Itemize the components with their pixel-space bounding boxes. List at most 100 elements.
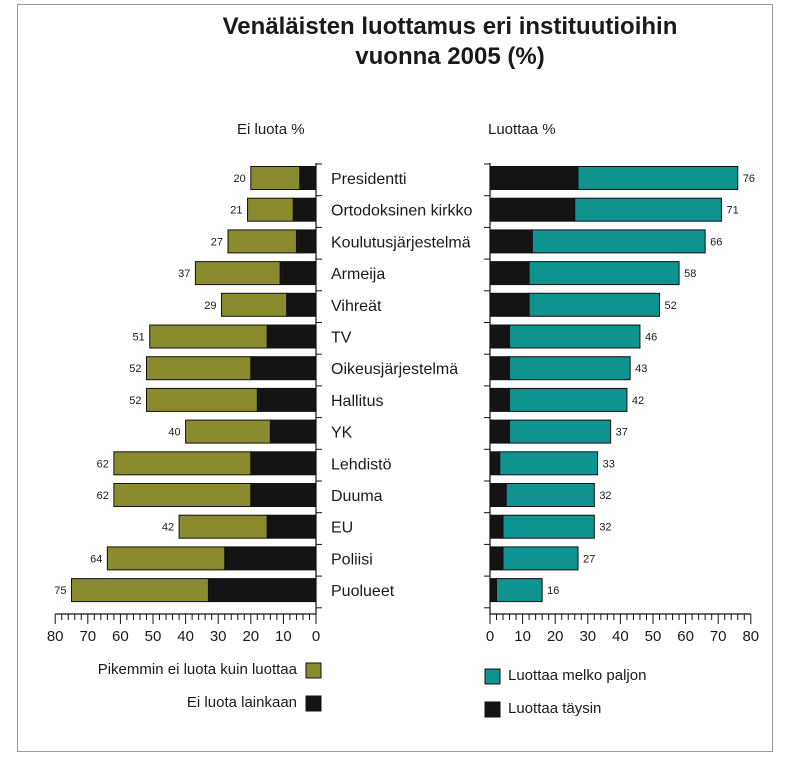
right-value-label-13: 16 [547, 585, 559, 597]
right-bar-dark-12 [489, 546, 504, 571]
right-bar-teal-5 [509, 324, 641, 349]
right-bar-dark-3 [489, 261, 530, 286]
left-bar-dark-8 [269, 419, 317, 444]
left-value-label-12: 64 [90, 553, 102, 565]
chart-title-line-1: Venäläisten luottamus eri instituutioihi… [223, 13, 678, 40]
left-axis-tick-label-1: 70 [79, 628, 96, 645]
left-axis-tick-label-7: 10 [275, 628, 292, 645]
left-bar-dark-2 [295, 229, 317, 254]
category-label-13: Puolueet [331, 583, 395, 600]
left-axis-tick-label-3: 50 [145, 628, 162, 645]
left-axis-tick-label-8: 0 [312, 628, 320, 645]
legend: Pikemmin ei luota kuin luottaa Ei luota l… [98, 661, 646, 718]
left-bar-olive-0 [250, 166, 301, 190]
right-value-label-8: 37 [616, 427, 628, 439]
left-bar-olive-4 [220, 292, 288, 317]
right-value-label-5: 46 [645, 332, 657, 344]
right-axis-tick-label-2: 20 [547, 628, 564, 645]
right-axis-tick-label-1: 10 [514, 628, 531, 645]
category-label-10: Duuma [331, 488, 383, 505]
left-bar-olive-2 [227, 229, 297, 254]
left-value-label-11: 42 [162, 522, 174, 534]
right-bar-teal-1 [574, 197, 722, 222]
right-axis-tick-label-4: 40 [612, 628, 629, 645]
right-panel-header: Luottaa % [488, 121, 556, 138]
right-bar-teal-0 [577, 166, 739, 190]
right-bar-teal-8 [509, 419, 612, 444]
category-label-8: YK [331, 425, 353, 442]
category-label-2: Koulutusjärjestelmä [331, 234, 471, 251]
legend-swatch-1 [305, 695, 322, 712]
right-bar-teal-9 [499, 451, 599, 476]
category-label-6: Oikeusjärjestelmä [331, 361, 458, 378]
left-bar-dark-9 [250, 451, 317, 476]
left-x-axis: 80 70 60 50 40 30 20 10 0 [47, 163, 322, 645]
left-bar-dark-0 [299, 166, 317, 190]
right-bar-teal-10 [505, 483, 595, 507]
category-label-0: Presidentti [331, 171, 407, 188]
category-label-11: EU [331, 520, 353, 537]
left-bar-dark-1 [292, 197, 317, 222]
category-labels: Presidentti Ortodoksinen kirkko Koulutusjä… [331, 171, 472, 600]
legend-label-0: Pikemmin ei luota kuin luottaa [98, 661, 298, 678]
right-bar-dark-4 [489, 292, 530, 317]
right-bar-dark-8 [489, 419, 511, 444]
right-value-label-10: 32 [599, 490, 611, 502]
left-bar-olive-6 [145, 356, 252, 381]
left-bar-olive-10 [113, 483, 252, 507]
right-bar-dark-0 [489, 166, 579, 190]
legend-swatch-2 [484, 668, 501, 685]
category-label-7: Hallitus [331, 393, 383, 410]
right-bar-dark-1 [489, 197, 576, 222]
legend-swatch-3 [484, 701, 501, 718]
right-value-label-7: 42 [632, 395, 644, 407]
right-value-label-12: 27 [583, 553, 595, 565]
category-label-4: Vihreät [331, 298, 382, 315]
right-value-label-2: 66 [710, 236, 722, 248]
category-label-12: Poliisi [331, 551, 373, 568]
right-bar-dark-2 [489, 229, 533, 254]
legend-label-2: Luottaa melko paljon [508, 667, 646, 684]
right-bar-teal-3 [528, 261, 680, 286]
legend-label-1: Ei luota lainkaan [187, 694, 297, 711]
right-bar-dark-7 [489, 387, 511, 412]
left-value-label-13: 75 [54, 585, 66, 597]
left-bar-dark-3 [279, 261, 317, 286]
legend-swatch-0 [305, 662, 322, 679]
right-bar-dark-11 [489, 514, 504, 539]
right-value-label-3: 58 [684, 268, 696, 280]
legend-label-3: Luottaa täysin [508, 700, 601, 717]
right-bar-dark-5 [489, 324, 511, 349]
left-bar-dark-11 [266, 514, 317, 539]
right-value-label-11: 32 [599, 522, 611, 534]
right-bars: 76 71 66 58 52 46 43 42 37 33 32 32 27 16 [489, 166, 755, 603]
left-value-label-7: 52 [129, 395, 141, 407]
right-axis-tick-label-7: 70 [710, 628, 727, 645]
left-value-label-1: 21 [230, 205, 242, 217]
left-value-label-2: 27 [211, 236, 223, 248]
right-axis-tick-label-8: 80 [742, 628, 759, 645]
left-bars: 20 21 27 37 29 51 52 52 40 62 62 42 64 75 [54, 166, 317, 603]
left-value-label-0: 20 [234, 173, 246, 185]
left-axis-tick-label-2: 60 [112, 628, 129, 645]
left-bar-dark-6 [250, 356, 317, 381]
right-bar-dark-6 [489, 356, 511, 381]
left-value-label-10: 62 [97, 490, 109, 502]
category-label-1: Ortodoksinen kirkko [331, 203, 472, 220]
left-bar-olive-7 [145, 387, 258, 412]
right-bar-teal-12 [502, 546, 579, 571]
right-axis-tick-label-5: 50 [645, 628, 662, 645]
left-axis-tick-label-6: 20 [242, 628, 259, 645]
category-label-3: Armeija [331, 266, 385, 283]
left-value-label-6: 52 [129, 363, 141, 375]
left-bar-olive-11 [178, 514, 268, 539]
left-bar-dark-12 [224, 546, 317, 571]
left-bar-olive-13 [71, 578, 209, 603]
right-bar-teal-7 [509, 387, 628, 412]
right-bar-dark-13 [489, 578, 498, 603]
left-bar-olive-5 [149, 324, 268, 349]
left-bar-dark-10 [250, 483, 317, 507]
left-bar-dark-13 [207, 578, 317, 603]
left-value-label-4: 29 [204, 300, 216, 312]
right-x-axis: 0 10 20 30 40 50 60 70 80 [484, 163, 759, 645]
